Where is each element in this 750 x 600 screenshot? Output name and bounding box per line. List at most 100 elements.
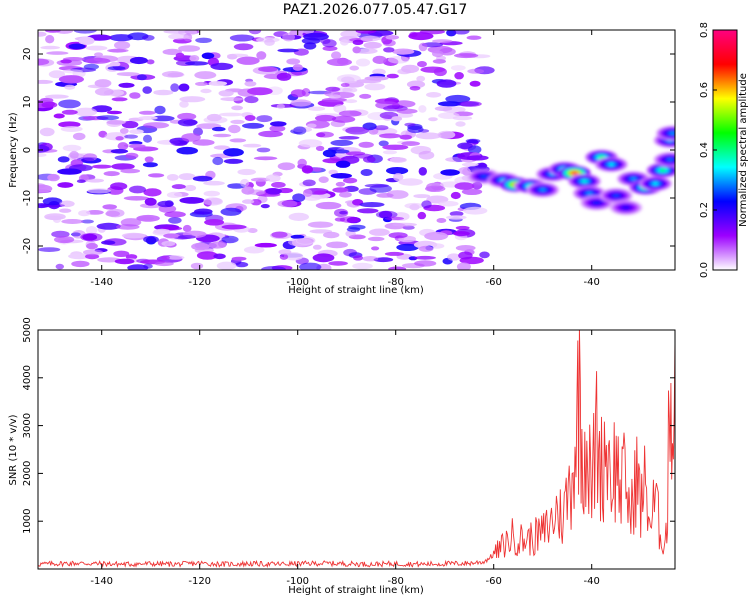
signal-feature xyxy=(608,162,615,166)
y-tick-label: 2000 xyxy=(22,461,33,486)
noise-blob xyxy=(177,235,196,239)
noise-blob xyxy=(57,168,82,175)
signal-feature xyxy=(539,188,546,192)
noise-blob xyxy=(39,127,55,137)
snr-y-axis-label: SNR (10 * v/v) xyxy=(8,414,19,485)
noise-blob xyxy=(447,253,461,261)
signal-feature xyxy=(598,155,605,159)
noise-blob xyxy=(461,188,483,195)
noise-blob xyxy=(331,51,342,60)
noise-blob xyxy=(220,97,244,102)
noise-blob xyxy=(142,86,152,94)
noise-blob xyxy=(360,35,380,42)
noise-blob xyxy=(185,61,209,66)
noise-blob xyxy=(404,122,416,127)
noise-blob xyxy=(123,196,150,201)
noise-blob xyxy=(46,51,69,55)
x-tick-label: -100 xyxy=(286,277,309,288)
noise-blob xyxy=(338,110,362,117)
noise-blob xyxy=(212,126,226,132)
noise-blob xyxy=(359,93,372,99)
noise-blob xyxy=(86,210,104,215)
noise-blob xyxy=(373,257,394,263)
noise-blob xyxy=(357,208,379,214)
noise-blob xyxy=(142,162,158,168)
noise-blob xyxy=(467,68,485,74)
noise-blob xyxy=(261,266,286,270)
signal-feature xyxy=(669,131,675,135)
noise-blob xyxy=(449,211,464,217)
noise-blob xyxy=(253,156,278,161)
noise-blob xyxy=(369,228,390,236)
noise-blob xyxy=(396,108,418,114)
noise-blob xyxy=(301,165,313,174)
noise-blob xyxy=(466,35,482,40)
x-tick-label: -40 xyxy=(584,277,600,288)
noise-blob xyxy=(360,169,373,176)
noise-blob xyxy=(237,168,256,176)
noise-blob xyxy=(384,251,404,256)
y-tick-label: -10 xyxy=(22,190,33,206)
noise-blob xyxy=(229,34,255,42)
noise-blob xyxy=(203,116,228,124)
noise-blob xyxy=(125,254,138,260)
noise-blob xyxy=(288,238,313,247)
noise-blob xyxy=(349,65,360,71)
noise-blob xyxy=(256,147,271,153)
signal-feature xyxy=(593,201,600,205)
noise-blob xyxy=(85,226,98,235)
noise-blob xyxy=(401,141,421,147)
noise-blob xyxy=(315,145,325,151)
signal-feature xyxy=(652,182,659,186)
noise-blob xyxy=(161,71,184,78)
noise-blob xyxy=(129,129,144,135)
noise-blob xyxy=(94,87,114,96)
noise-blob xyxy=(221,224,247,230)
noise-blob xyxy=(108,48,127,53)
noise-blob xyxy=(74,107,98,117)
noise-blob xyxy=(283,252,304,261)
noise-blob xyxy=(103,171,120,177)
colorbar-tick-label: 0.2 xyxy=(699,202,710,218)
noise-blob xyxy=(86,242,98,250)
noise-blob xyxy=(143,134,152,143)
spectrogram-y-axis-label: Frequency (Hz) xyxy=(8,112,19,188)
noise-blob xyxy=(250,177,271,182)
noise-blob xyxy=(61,109,78,115)
noise-blob xyxy=(358,141,374,148)
noise-blob xyxy=(178,45,201,52)
noise-blob xyxy=(340,39,349,46)
noise-blob xyxy=(321,97,348,103)
noise-blob xyxy=(469,80,481,87)
colorbar-ticks: 0.0 0.2 0.4 0.6 0.8 xyxy=(699,22,717,278)
noise-blob xyxy=(181,133,201,142)
spectrogram-x-axis-label: Height of straight line (km) xyxy=(288,285,424,296)
noise-blob xyxy=(83,249,103,256)
noise-blob xyxy=(111,163,135,170)
snr-plot-area xyxy=(38,330,675,569)
noise-blob xyxy=(125,152,139,159)
noise-blob xyxy=(58,75,84,84)
noise-blob xyxy=(142,34,155,41)
noise-blob xyxy=(379,133,401,139)
snr-frame xyxy=(37,329,676,570)
noise-blob xyxy=(314,190,327,195)
noise-blob xyxy=(59,208,72,213)
noise-blob xyxy=(279,253,289,260)
noise-blob xyxy=(276,103,285,109)
noise-blob xyxy=(166,174,179,181)
noise-blob xyxy=(52,216,62,223)
noise-blob xyxy=(179,96,206,103)
noise-blob xyxy=(416,75,426,82)
noise-blob xyxy=(119,127,129,134)
noise-blob xyxy=(179,100,189,108)
noise-blob xyxy=(325,86,341,92)
noise-blob xyxy=(244,81,257,87)
noise-blob xyxy=(86,178,104,183)
x-tick-label: -120 xyxy=(188,576,211,587)
noise-blob xyxy=(243,246,265,254)
noise-blob xyxy=(38,31,47,37)
noise-blob xyxy=(107,110,122,115)
noise-blob xyxy=(45,35,55,44)
noise-blob xyxy=(73,30,97,34)
